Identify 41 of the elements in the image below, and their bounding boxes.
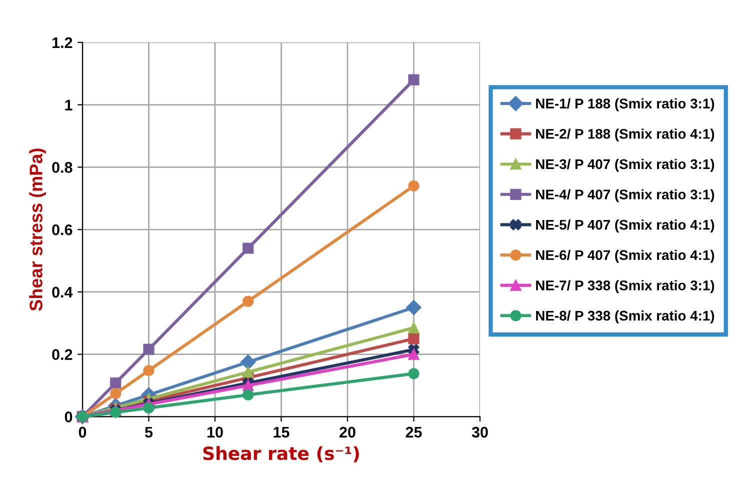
point bbox=[408, 368, 420, 380]
x-axis-title: Shear rate (s⁻¹) bbox=[203, 446, 359, 462]
legend-label: NE-2/ P 188 (Smix ratio 4:1) bbox=[536, 128, 714, 142]
point bbox=[143, 364, 154, 376]
x-tick-label: 30 bbox=[472, 426, 488, 438]
point bbox=[110, 377, 122, 389]
point bbox=[242, 389, 254, 400]
point bbox=[408, 74, 420, 86]
y-axis-title: Shear stress (mPa) bbox=[29, 148, 46, 311]
legend-label: NE-4/ P 407 (Smix ratio 3:1) bbox=[536, 189, 714, 202]
y-tick-label: 0.4 bbox=[52, 286, 73, 298]
point bbox=[242, 366, 254, 378]
point bbox=[408, 322, 420, 334]
y-tick-label: 0.2 bbox=[52, 349, 72, 360]
x-tick-label: 20 bbox=[340, 426, 356, 438]
point bbox=[143, 344, 154, 355]
x-tick-label: 5 bbox=[144, 426, 153, 438]
legend-label: NE-6/ P 407 (Smix ratio 4:1) bbox=[536, 250, 714, 263]
y-tick-label: 0.6 bbox=[52, 224, 72, 236]
point bbox=[143, 402, 154, 414]
point bbox=[242, 242, 254, 254]
point bbox=[242, 296, 254, 307]
x-tick-label: 0 bbox=[78, 426, 86, 438]
y-tick-label: 0.8 bbox=[52, 162, 72, 173]
point bbox=[408, 333, 420, 344]
point bbox=[110, 388, 122, 400]
y-tick-label: 1.2 bbox=[52, 37, 72, 48]
legend-label: NE-5/ P 407 (Smix ratio 4:1) bbox=[536, 220, 714, 232]
x-tick-label: 25 bbox=[406, 426, 422, 438]
y-tick-label: 0 bbox=[64, 412, 72, 422]
point bbox=[408, 348, 420, 360]
legend-label: NE-7/ P 338 (Smix ratio 3:1) bbox=[536, 280, 714, 294]
point bbox=[240, 354, 256, 370]
legend-label: NE-3/ P 407 (Smix ratio 3:1) bbox=[536, 158, 714, 172]
x-tick-label: 10 bbox=[207, 426, 223, 438]
point bbox=[408, 180, 420, 192]
legend-label: NE-1/ P 188 (Smix ratio 3:1) bbox=[536, 98, 714, 112]
legend-label: NE-8/ P 338 (Smix ratio 4:1) bbox=[536, 310, 714, 324]
x-tick-label: 15 bbox=[274, 426, 290, 438]
point bbox=[406, 300, 422, 316]
y-tick-label: 1 bbox=[65, 100, 72, 110]
